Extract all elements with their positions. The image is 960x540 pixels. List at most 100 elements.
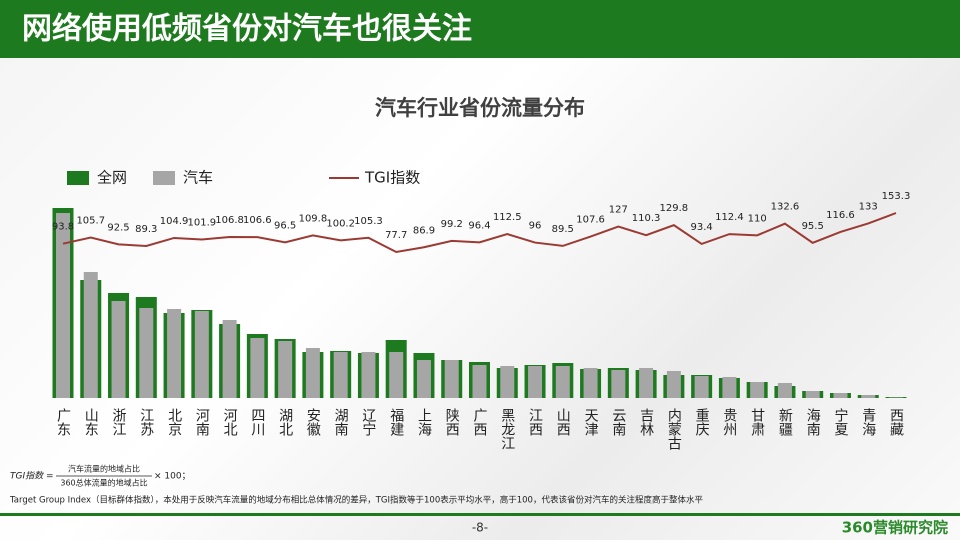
data-label: 109.8 <box>299 213 328 224</box>
bar <box>611 370 626 398</box>
bar <box>500 366 515 398</box>
data-label: 93.4 <box>691 222 713 233</box>
bar <box>750 382 765 398</box>
bar <box>583 368 598 398</box>
x-tick-label: 宁夏 <box>832 407 848 436</box>
data-label: 110 <box>748 213 767 224</box>
bar <box>666 371 681 398</box>
bar <box>861 395 876 398</box>
page-title: 网络使用低频省份对汽车也很关注 <box>22 12 472 47</box>
x-tick-label: 浙江 <box>111 408 127 436</box>
data-label: 89.5 <box>552 224 574 235</box>
data-label: 96 <box>529 221 542 232</box>
x-tick-label: 内蒙古 <box>666 408 682 450</box>
data-label: 77.7 <box>385 230 407 241</box>
data-label: 110.3 <box>632 213 661 224</box>
legend-label: 汽车 <box>183 169 213 187</box>
x-tick-label: 广东 <box>55 408 71 436</box>
data-label: 153.3 <box>882 191 911 202</box>
bar <box>555 366 570 398</box>
data-label: 96.4 <box>468 220 490 231</box>
x-tick-label: 河北 <box>222 408 238 437</box>
data-label: 107.6 <box>576 215 605 226</box>
data-label: 93.8 <box>52 222 74 233</box>
legend-swatch <box>67 171 89 185</box>
bar <box>305 348 320 398</box>
bar <box>777 383 792 398</box>
data-label: 132.6 <box>771 202 800 213</box>
x-tick-label: 甘肃 <box>749 408 765 436</box>
bar <box>222 320 237 398</box>
x-tick-label: 辽宁 <box>360 408 376 436</box>
formula-denominator: 360总体流量的地域占比 <box>60 478 147 488</box>
bar <box>333 352 348 398</box>
bar <box>389 352 404 398</box>
formula-numerator: 汽车流量的地域占比 <box>68 464 140 474</box>
tgi-line <box>62 212 897 254</box>
x-tick-label: 北京 <box>166 408 182 436</box>
formula-tail: × 100； <box>154 472 191 482</box>
data-label: 105.7 <box>76 216 105 227</box>
bar <box>528 366 543 398</box>
data-label: 86.9 <box>413 225 435 236</box>
data-label: 112.4 <box>715 212 744 223</box>
x-tick-label: 海南 <box>805 408 821 436</box>
bar <box>416 360 431 398</box>
x-tick-label: 陕西 <box>444 408 460 436</box>
x-tick-label: 天津 <box>583 408 599 436</box>
x-tick-label: 江苏 <box>138 408 154 437</box>
x-tick-label: 重庆 <box>694 408 710 436</box>
bar <box>111 301 126 398</box>
x-tick-label: 青海 <box>860 408 876 436</box>
data-label: 92.5 <box>107 222 129 233</box>
x-tick-label: 安徽 <box>305 408 321 436</box>
data-label: 129.8 <box>660 203 689 214</box>
data-label: 106.6 <box>243 215 272 226</box>
bar <box>639 368 654 398</box>
bar <box>139 308 154 398</box>
data-label: 133 <box>859 201 878 212</box>
data-label: 104.9 <box>160 216 189 227</box>
data-label: 99.2 <box>441 219 463 230</box>
bar <box>278 341 293 398</box>
formula-equals: = <box>46 472 54 482</box>
x-tick-label: 湖南 <box>333 408 349 436</box>
bar <box>694 376 709 398</box>
x-tick-label: 西藏 <box>888 408 904 436</box>
legend-swatch <box>153 171 175 185</box>
title-bar <box>0 0 960 58</box>
x-tick-label: 吉林 <box>638 408 654 436</box>
x-tick-label: 新疆 <box>777 408 793 436</box>
x-tick-label: 福建 <box>388 408 404 437</box>
bar <box>56 213 70 398</box>
bar <box>833 393 848 398</box>
x-tick-label: 山西 <box>555 408 571 436</box>
footnote: Target Group Index（目标群体指数），本处用于反映汽车流量的地域… <box>9 495 703 506</box>
x-tick-label: 湖北 <box>277 408 293 437</box>
bar <box>250 338 265 398</box>
bar <box>194 311 209 398</box>
x-tick-label: 贵州 <box>721 408 737 436</box>
data-label: 89.3 <box>135 224 157 235</box>
bar <box>805 391 820 398</box>
chart-title: 汽车行业省份流量分布 <box>375 96 585 120</box>
bar <box>722 377 737 398</box>
x-tick-label: 上海 <box>416 408 432 436</box>
x-tick-label: 江西 <box>527 408 543 436</box>
data-label: 101.9 <box>188 218 217 229</box>
x-tick-label: 河南 <box>194 408 210 436</box>
x-tick-label: 黑龙江 <box>499 408 515 450</box>
data-label: 112.5 <box>493 212 522 223</box>
data-label: 95.5 <box>802 221 824 232</box>
x-tick-label: 四川 <box>249 408 265 436</box>
data-label: 106.8 <box>215 215 244 226</box>
bar <box>167 309 182 398</box>
x-tick-label: 广西 <box>472 408 488 436</box>
page-number: -8- <box>472 521 488 535</box>
bar <box>889 397 903 398</box>
x-tick-label: 山东 <box>83 408 99 436</box>
legend-label: TGI指数 <box>364 169 420 187</box>
data-label: 116.6 <box>826 210 855 221</box>
legend-label: 全网 <box>97 169 127 187</box>
